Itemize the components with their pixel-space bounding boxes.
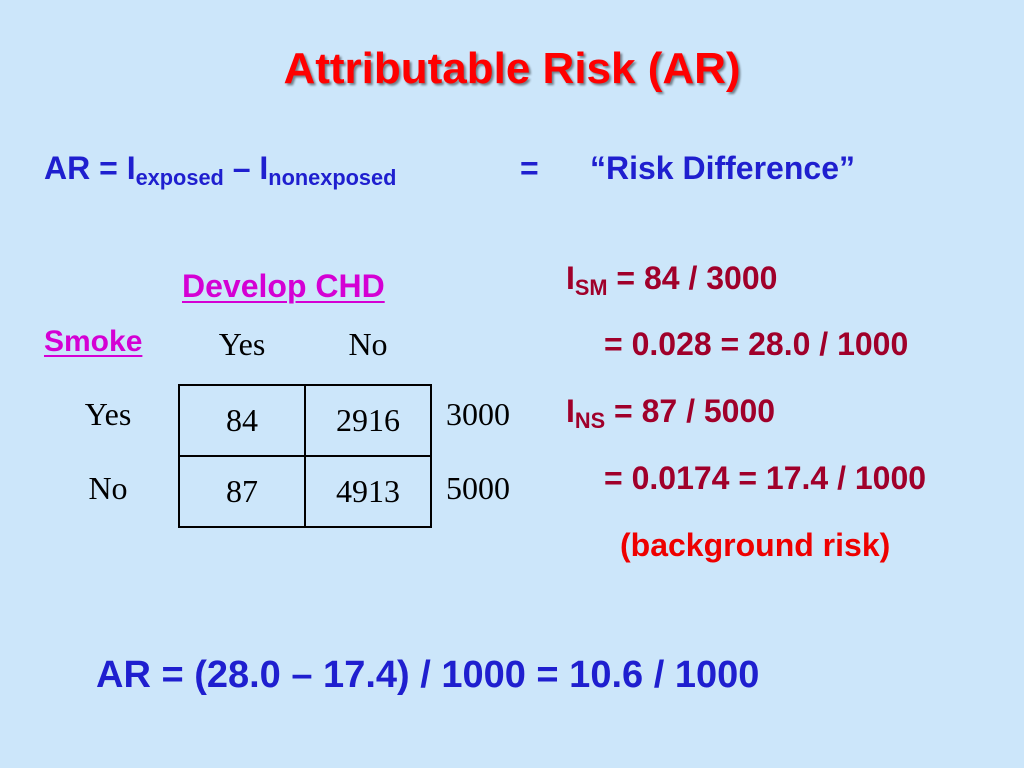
nonexposed-subscript: nonexposed xyxy=(268,165,397,191)
col-label-yes: Yes xyxy=(218,326,266,362)
cell-smoke-yes-chd-yes: 84 xyxy=(178,384,306,457)
minus-i: – I xyxy=(223,150,269,186)
cell-smoke-no-chd-no: 4913 xyxy=(304,455,432,528)
ns-expression: = 87 / 5000 xyxy=(605,393,776,429)
i-sm-formula: ISM = 84 / 3000 xyxy=(566,260,777,301)
row-total-yes: 3000 xyxy=(446,396,510,432)
ar-prefix: AR = I xyxy=(44,150,136,186)
develop-chd-header: Develop CHD xyxy=(182,268,385,304)
ns-subscript: NS xyxy=(574,408,606,434)
table-row: 84 2916 xyxy=(178,384,432,457)
contingency-table: 84 2916 87 4913 xyxy=(178,384,432,528)
row-label-no: No xyxy=(88,470,128,506)
sm-expression: = 84 / 3000 xyxy=(607,260,778,296)
risk-difference-label: “Risk Difference” xyxy=(590,150,855,186)
ar-definition-formula: AR = Iexposed – Inonexposed xyxy=(44,150,396,191)
cell-smoke-yes-chd-no: 2916 xyxy=(304,384,432,457)
col-label-no: No xyxy=(348,326,388,362)
i-ns-result: = 0.0174 = 17.4 / 1000 xyxy=(604,460,927,496)
cell-smoke-no-chd-yes: 87 xyxy=(178,455,306,528)
i-letter: I xyxy=(566,260,575,296)
i-ns-formula: INS = 87 / 5000 xyxy=(566,393,775,434)
definition-equals: = xyxy=(520,150,539,186)
table-row: 87 4913 xyxy=(178,455,432,528)
row-label-yes: Yes xyxy=(84,396,132,432)
background-risk-note: (background risk) xyxy=(620,527,891,563)
ar-result: AR = (28.0 – 17.4) / 1000 = 10.6 / 1000 xyxy=(96,654,760,696)
smoke-header: Smoke xyxy=(44,325,143,358)
i-sm-result: = 0.028 = 28.0 / 1000 xyxy=(604,326,909,362)
i-letter: I xyxy=(566,393,575,429)
sm-subscript: SM xyxy=(574,275,608,301)
row-total-no: 5000 xyxy=(446,470,510,506)
slide-title: Attributable Risk (AR) xyxy=(283,44,741,93)
exposed-subscript: exposed xyxy=(135,165,224,191)
